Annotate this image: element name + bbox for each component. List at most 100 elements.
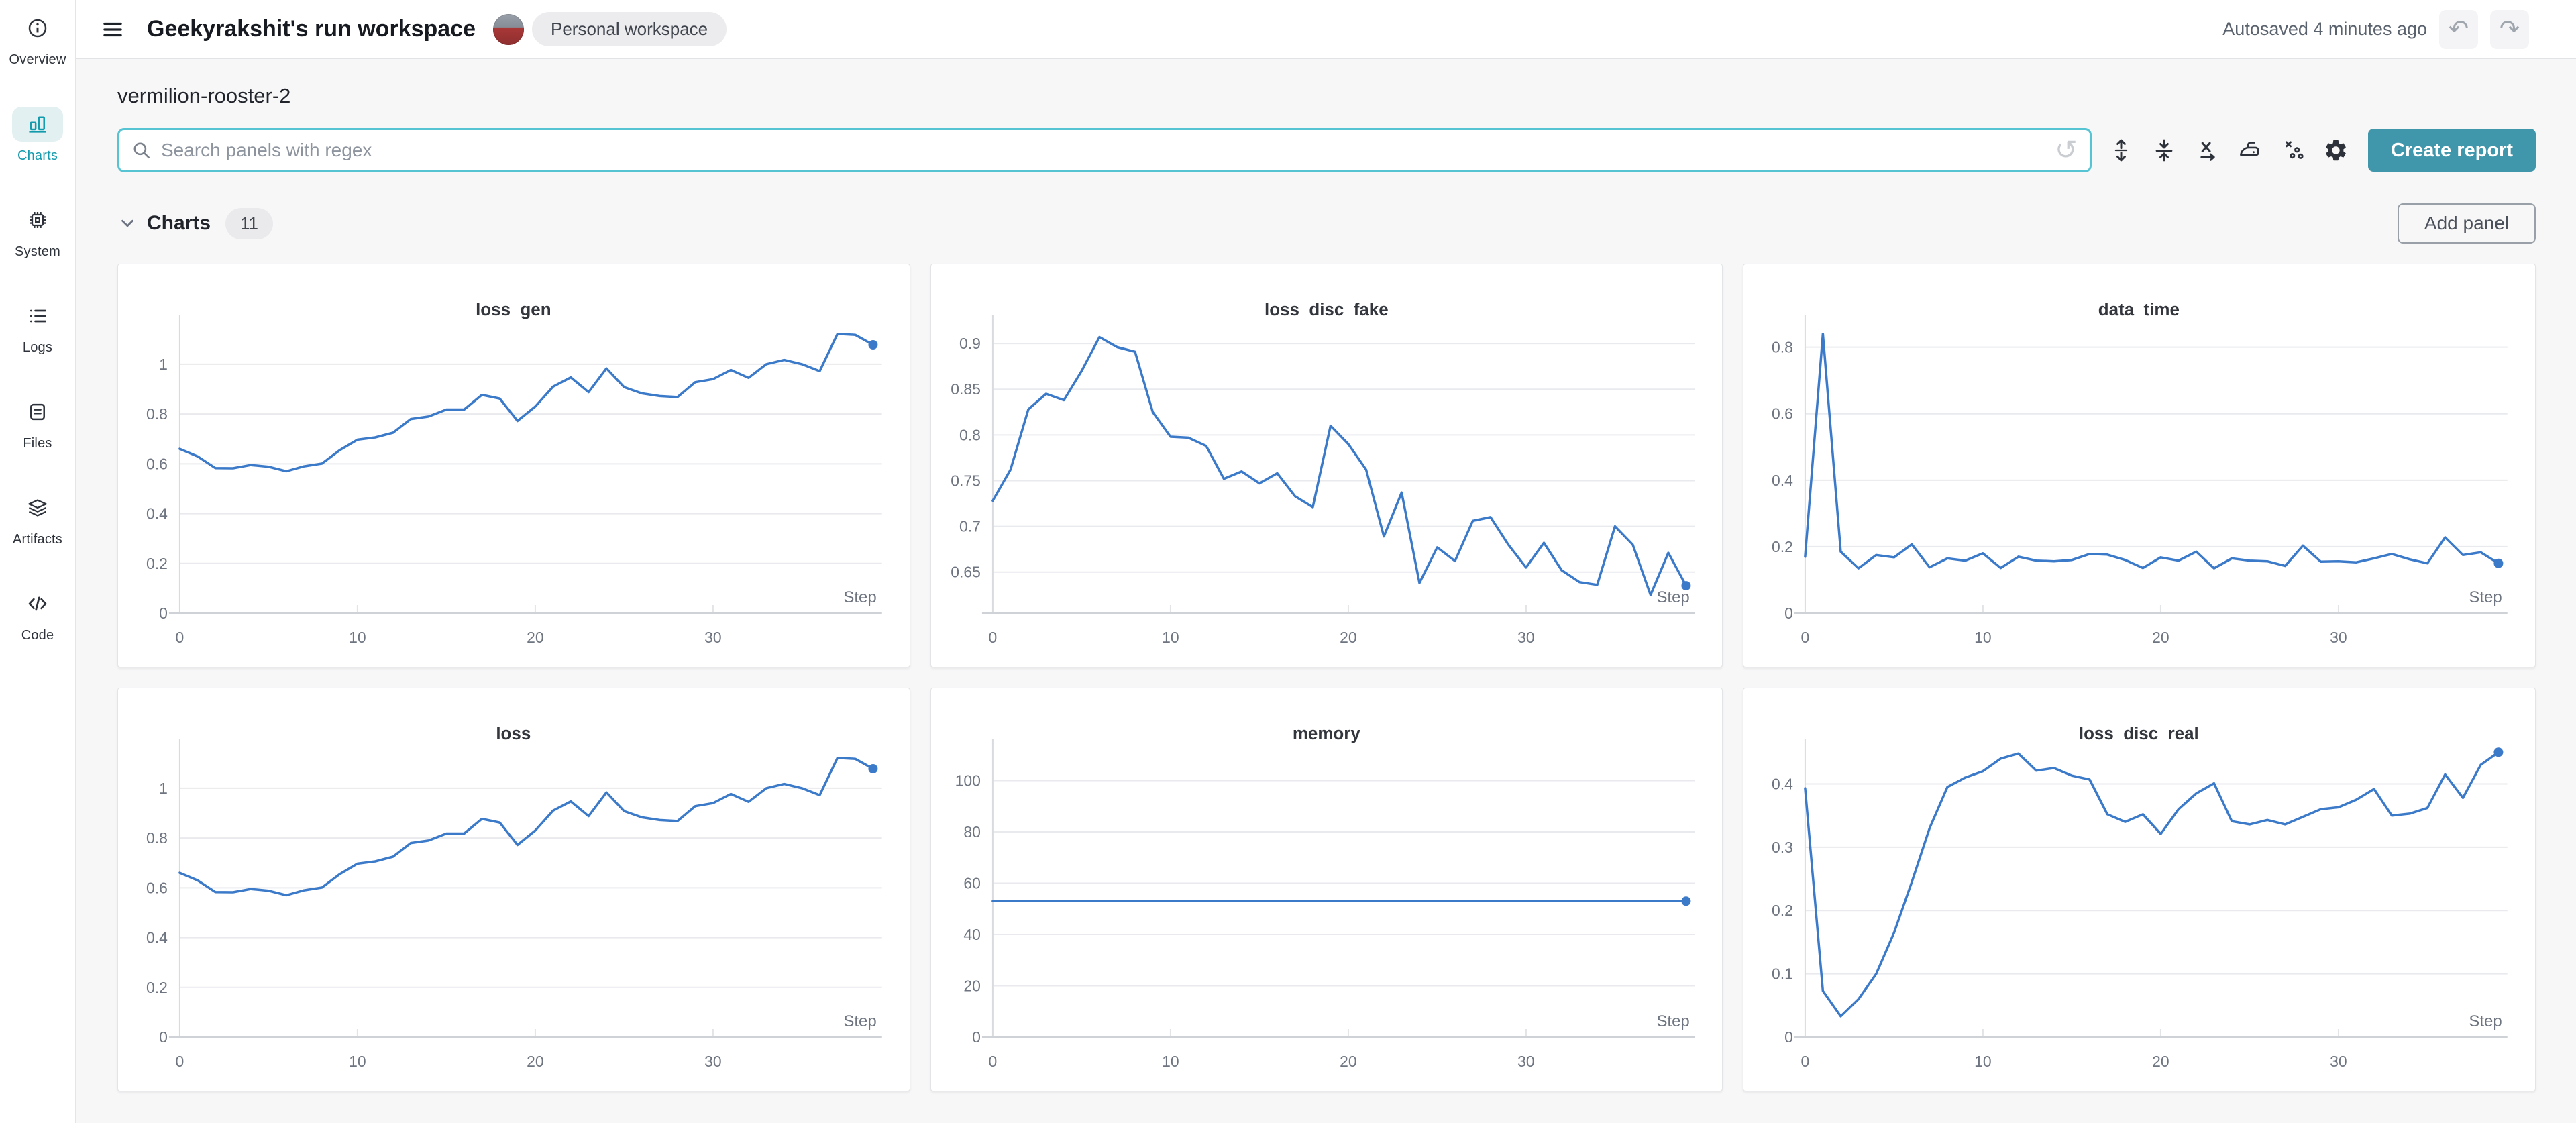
sidebar-item-code[interactable]: Code xyxy=(12,586,63,643)
x-tick-label: 0 xyxy=(176,1053,184,1070)
y-tick-label: 0 xyxy=(1784,604,1793,622)
series-line xyxy=(991,335,1687,596)
chart-panel[interactable]: 0 0.2 0.4 0.6 0.8 1 0 10 20 30 Step loss_gen xyxy=(117,264,910,667)
file-icon xyxy=(27,401,48,423)
x-tick-label: 10 xyxy=(1974,1053,1992,1070)
line-chart[interactable]: 0 20 40 60 80 100 0 10 20 30 Step memory xyxy=(931,688,1723,1091)
sidebar-item-label: Overview xyxy=(9,52,66,67)
list-icon xyxy=(27,305,48,327)
chart-panel[interactable]: 0 20 40 60 80 100 0 10 20 30 Step memory xyxy=(930,688,1723,1091)
search-input[interactable] xyxy=(160,139,2052,162)
y-tick-label: 0.75 xyxy=(951,472,981,489)
line-chart[interactable]: 0.65 0.7 0.75 0.8 0.85 0.9 0 10 20 30 Step loss_dis… xyxy=(931,264,1723,667)
x-axis-button[interactable] xyxy=(2186,129,2229,172)
y-tick-label: 0.4 xyxy=(146,929,168,947)
workspace-title: Geekyrakshit's run workspace xyxy=(147,16,476,42)
chart-title: loss_gen xyxy=(476,299,551,319)
layers-icon xyxy=(27,497,48,519)
outliers-icon xyxy=(2280,138,2306,163)
series-end-dot xyxy=(1681,896,1691,906)
chevron-down-icon[interactable] xyxy=(117,213,138,233)
x-tick-label: 20 xyxy=(527,1053,544,1070)
line-chart[interactable]: 0 0.2 0.4 0.6 0.8 0 10 20 30 Step data_time xyxy=(1743,264,2535,667)
sidebar-item-system[interactable]: System xyxy=(12,203,63,260)
y-tick-label: 0.6 xyxy=(1772,405,1793,423)
expand-vertical-button[interactable] xyxy=(2100,129,2143,172)
smoothing-button[interactable] xyxy=(2229,129,2271,172)
sidebar-item-icon-pill xyxy=(12,203,63,237)
chart-panel[interactable]: 0 0.2 0.4 0.6 0.8 1 0 10 20 30 Step loss xyxy=(117,688,910,1091)
y-tick-label: 0.8 xyxy=(146,829,168,847)
sidebar-item-charts[interactable]: Charts xyxy=(12,107,63,164)
y-tick-label: 0.6 xyxy=(146,879,168,896)
y-tick-label: 0.2 xyxy=(1772,902,1793,919)
y-tick-label: 0.85 xyxy=(951,380,981,398)
sidebar-item-logs[interactable]: Logs xyxy=(12,299,63,356)
panel-count-badge: 11 xyxy=(225,207,274,239)
series-line xyxy=(178,756,875,897)
cpu-icon xyxy=(27,209,48,231)
y-tick-label: 60 xyxy=(963,875,981,892)
x-tick-label: 20 xyxy=(1340,629,1357,646)
x-tick-label: 30 xyxy=(2330,629,2347,646)
x-tick-label: 20 xyxy=(2152,629,2169,646)
series-end-dot xyxy=(868,340,878,350)
sidebar-item-artifacts[interactable]: Artifacts xyxy=(12,490,63,547)
y-tick-label: 0.2 xyxy=(1772,538,1793,555)
sidebar-item-label: Charts xyxy=(17,148,58,163)
sidebar: Overview Charts System Logs Files Artifacts Co… xyxy=(0,0,76,1123)
sidebar-item-icon-pill xyxy=(12,11,63,46)
y-tick-label: 0 xyxy=(1784,1028,1793,1046)
smoothing-icon xyxy=(2237,138,2263,163)
history-icon[interactable]: ↺ xyxy=(2055,135,2078,166)
x-tick-label: 0 xyxy=(1801,1053,1810,1070)
series-end-dot xyxy=(1681,581,1691,591)
sidebar-item-label: Artifacts xyxy=(12,532,63,547)
x-tick-label: 30 xyxy=(704,629,722,646)
avatar[interactable] xyxy=(493,13,524,45)
chart-panel[interactable]: 0 0.2 0.4 0.6 0.8 0 10 20 30 Step data_time xyxy=(1743,264,2536,667)
chart-title: memory xyxy=(1292,723,1360,743)
workspace-content: vermilion-rooster-2 ↺ Create report Char… xyxy=(76,60,2576,1123)
sidebar-item-files[interactable]: Files xyxy=(12,394,63,451)
x-axis-label: Step xyxy=(1656,588,1689,606)
collapse-vertical-icon xyxy=(2151,138,2177,163)
sidebar-item-label: Logs xyxy=(22,340,53,355)
y-tick-label: 0 xyxy=(159,1028,168,1046)
x-axis-label: Step xyxy=(2469,588,2502,606)
y-tick-label: 40 xyxy=(963,926,981,943)
line-chart[interactable]: 0 0.1 0.2 0.3 0.4 0 10 20 30 Step loss_disc_real xyxy=(1743,688,2535,1091)
create-report-button[interactable]: Create report xyxy=(2367,129,2536,172)
menu-button[interactable] xyxy=(99,15,127,44)
sidebar-item-label: Code xyxy=(21,628,54,643)
sidebar-item-label: Files xyxy=(23,436,52,451)
sidebar-item-overview[interactable]: Overview xyxy=(9,11,66,68)
outliers-button[interactable] xyxy=(2271,129,2314,172)
y-tick-label: 0.1 xyxy=(1772,965,1793,983)
run-name: vermilion-rooster-2 xyxy=(117,84,291,107)
chart-panel[interactable]: 0.65 0.7 0.75 0.8 0.85 0.9 0 10 20 30 Step loss_dis… xyxy=(930,264,1723,667)
workspace-badge[interactable]: Personal workspace xyxy=(532,12,727,46)
undo-button[interactable]: ↶ xyxy=(2439,9,2478,49)
y-tick-label: 80 xyxy=(963,823,981,841)
gear-icon xyxy=(2323,138,2349,163)
y-tick-label: 1 xyxy=(159,356,168,373)
collapse-vertical-button[interactable] xyxy=(2143,129,2186,172)
add-panel-button[interactable]: Add panel xyxy=(2397,203,2536,244)
redo-button[interactable]: ↷ xyxy=(2490,9,2529,49)
y-tick-label: 20 xyxy=(963,977,981,994)
bar-chart-icon xyxy=(27,113,48,135)
charts-section-header: Charts 11 Add panel xyxy=(117,203,2536,244)
y-tick-label: 0.6 xyxy=(146,455,168,472)
x-tick-label: 20 xyxy=(527,629,544,646)
y-tick-label: 0.4 xyxy=(1772,472,1793,489)
sidebar-item-icon-pill xyxy=(12,299,63,333)
chart-title: loss xyxy=(496,723,531,743)
y-tick-label: 0.4 xyxy=(1772,775,1793,792)
gear-button[interactable] xyxy=(2314,129,2357,172)
chart-panel[interactable]: 0 0.1 0.2 0.3 0.4 0 10 20 30 Step loss_disc_real xyxy=(1743,688,2536,1091)
series-end-dot xyxy=(2493,558,2504,568)
sidebar-item-label: System xyxy=(15,244,60,259)
